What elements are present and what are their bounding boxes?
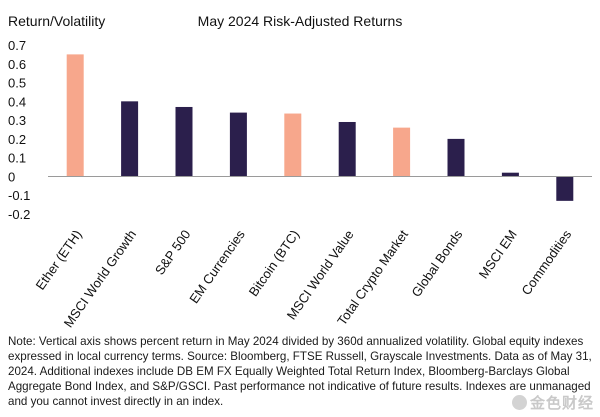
bar bbox=[121, 101, 139, 177]
bar bbox=[556, 176, 574, 201]
y-tick-label: 0.3 bbox=[8, 113, 26, 128]
x-tick-label: Global Bonds bbox=[408, 227, 465, 300]
y-tick-label: -0.1 bbox=[8, 188, 30, 203]
y-tick-label: 0.6 bbox=[8, 57, 26, 72]
watermark-text: 金色财经 bbox=[529, 395, 594, 412]
x-tick-label: Bitcoin (BTC) bbox=[246, 227, 303, 299]
bar bbox=[284, 113, 302, 177]
risk-adjusted-returns-chart: Return/Volatility May 2024 Risk-Adjusted… bbox=[8, 13, 592, 330]
y-tick-label: 0.2 bbox=[8, 132, 26, 147]
bar bbox=[338, 121, 356, 177]
x-tick-label: Commodities bbox=[518, 227, 574, 298]
watermark: 金色财经 bbox=[511, 392, 594, 413]
bars bbox=[66, 54, 574, 201]
watermark-logo-icon bbox=[511, 395, 527, 410]
footnote: Note: Vertical axis shows percent return… bbox=[8, 335, 592, 408]
bar bbox=[229, 112, 247, 177]
y-tick-label: 0.4 bbox=[8, 94, 26, 109]
y-tick-label: 0 bbox=[8, 169, 15, 184]
bar bbox=[393, 127, 411, 177]
x-tick-label: MSCI EM bbox=[476, 227, 520, 281]
y-tick-label: -0.2 bbox=[8, 207, 30, 222]
y-tick-label: 0.7 bbox=[8, 38, 26, 53]
chart-title: May 2024 Risk-Adjusted Returns bbox=[198, 13, 403, 29]
bar bbox=[175, 106, 193, 177]
y-tick-labels: 0.7 0.6 0.5 0.4 0.3 0.2 0.1 0 -0.1 -0.2 bbox=[8, 38, 30, 222]
y-tick-label: 0.5 bbox=[8, 76, 26, 91]
x-tick-label: EM Currencies bbox=[186, 227, 248, 306]
y-tick-label: 0.1 bbox=[8, 151, 26, 166]
y-axis-label: Return/Volatility bbox=[8, 13, 105, 29]
bar bbox=[501, 172, 519, 177]
x-tick-label: Ether (ETH) bbox=[33, 227, 85, 292]
bar bbox=[66, 54, 84, 177]
x-tick-label: S&P 500 bbox=[152, 227, 194, 277]
bar bbox=[447, 138, 465, 177]
